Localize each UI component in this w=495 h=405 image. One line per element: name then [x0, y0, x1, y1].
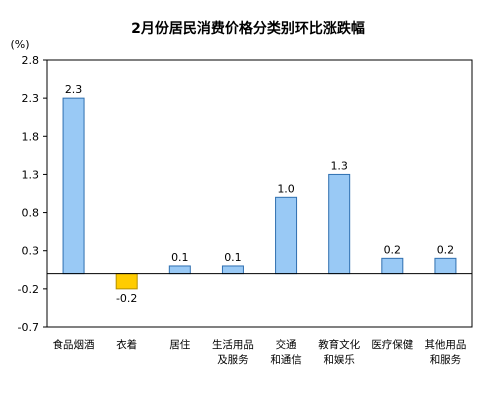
chart-title: 2月份居民消费价格分类别环比涨跌幅: [131, 20, 365, 37]
category-label: 交通: [276, 338, 297, 351]
y-tick-label: 1.3: [22, 168, 40, 181]
y-tick-label: 2.3: [22, 92, 40, 105]
value-label: 1.0: [277, 182, 295, 195]
bar: [62, 97, 85, 275]
category-label: 居住: [169, 338, 190, 351]
y-tick-label: 0.8: [22, 207, 40, 220]
category-label: 其他用品: [424, 338, 466, 351]
y-axis-unit-label: (%): [10, 38, 29, 51]
bar: [434, 257, 457, 275]
bar: [275, 196, 298, 275]
plot-area-frame: [46, 59, 473, 328]
value-label: 0.1: [224, 251, 242, 264]
y-tick-label: 2.8: [22, 54, 40, 67]
bar: [328, 173, 351, 275]
category-label: 医疗保健: [371, 338, 413, 351]
category-label: 及服务: [217, 353, 249, 366]
bar: [168, 265, 191, 275]
bar-series: [62, 97, 457, 290]
bar: [381, 257, 404, 275]
y-tick-label: -0.7: [18, 321, 39, 334]
value-label: -0.2: [116, 292, 137, 305]
y-axis-ticks: 2.8 2.3 1.8 1.3 0.8 0.3 -0.2 -0.7: [18, 54, 47, 334]
category-label: 教育文化: [318, 338, 360, 351]
bar: [221, 265, 244, 275]
value-label: 0.2: [384, 243, 402, 256]
y-tick-label: 1.8: [22, 130, 40, 143]
value-label: 0.1: [171, 251, 189, 264]
value-label: 0.2: [437, 243, 455, 256]
category-label: 衣着: [116, 338, 137, 351]
value-label: 2.3: [65, 83, 83, 96]
value-labels: 2.3 -0.2 0.1 0.1 1.0 1.3 0.2 0.2: [65, 83, 454, 305]
category-label: 食品烟酒: [53, 338, 95, 351]
category-label: 和通信: [270, 354, 302, 366]
y-tick-label: -0.2: [18, 283, 39, 296]
y-tick-label: 0.3: [22, 245, 40, 258]
category-label: 生活用品: [212, 338, 254, 351]
category-label: 和娱乐: [323, 353, 355, 366]
bar: [115, 273, 138, 290]
value-label: 1.3: [330, 159, 348, 172]
category-label: 和服务: [430, 353, 462, 366]
